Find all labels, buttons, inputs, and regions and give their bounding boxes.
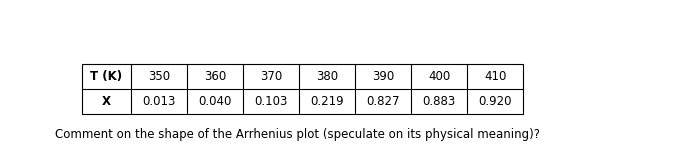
FancyBboxPatch shape [82, 64, 523, 114]
Text: 0.013: 0.013 [143, 95, 176, 108]
Text: 0.920: 0.920 [478, 95, 512, 108]
Text: T (K): T (K) [90, 70, 123, 83]
Text: 370: 370 [260, 70, 282, 83]
Text: Comment on the shape of the Arrhenius plot (speculate on its physical meaning)?: Comment on the shape of the Arrhenius pl… [55, 128, 540, 141]
Text: 410: 410 [484, 70, 506, 83]
Text: 0.103: 0.103 [255, 95, 288, 108]
Text: 0.827: 0.827 [366, 95, 400, 108]
Text: X: X [102, 95, 111, 108]
Text: 380: 380 [316, 70, 338, 83]
Text: 390: 390 [372, 70, 394, 83]
Text: 0.883: 0.883 [423, 95, 456, 108]
Text: 0.219: 0.219 [310, 95, 344, 108]
Text: 400: 400 [428, 70, 450, 83]
Text: 0.040: 0.040 [199, 95, 232, 108]
Text: 350: 350 [148, 70, 170, 83]
Text: 360: 360 [204, 70, 226, 83]
